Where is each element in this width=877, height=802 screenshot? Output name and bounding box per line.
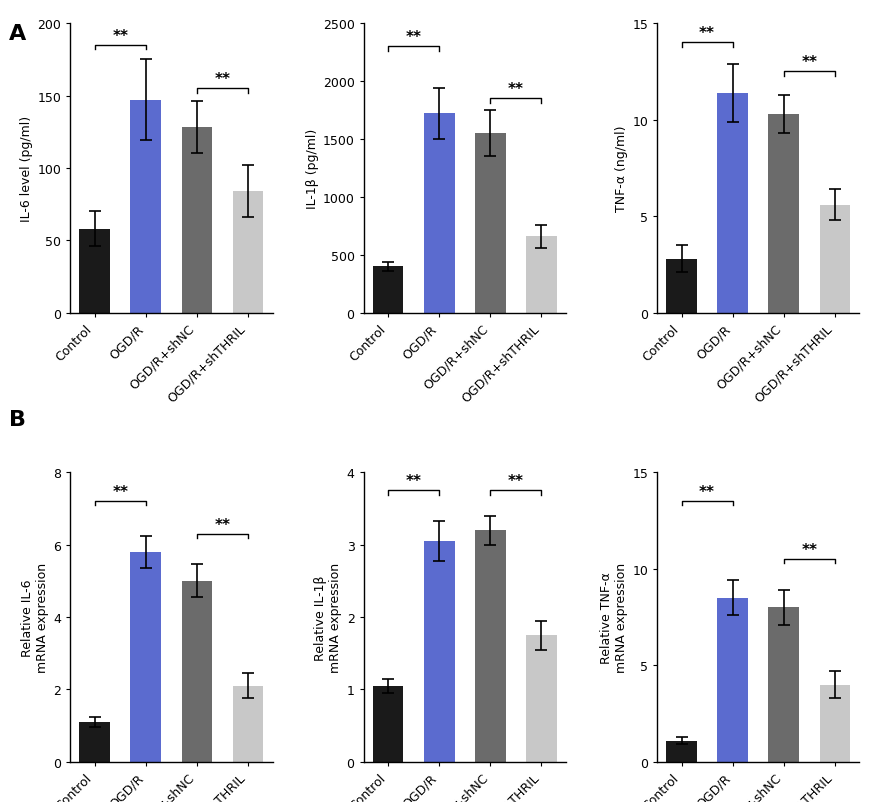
Bar xyxy=(526,635,557,762)
Bar xyxy=(475,134,506,314)
Bar xyxy=(820,685,851,762)
Bar xyxy=(768,115,799,314)
Y-axis label: Relative TNF-α
mRNA expression: Relative TNF-α mRNA expression xyxy=(600,562,628,672)
Text: **: ** xyxy=(406,473,422,488)
Bar xyxy=(768,608,799,762)
Bar xyxy=(232,192,263,314)
Text: **: ** xyxy=(699,484,715,500)
Bar xyxy=(820,205,851,314)
Bar xyxy=(182,128,212,314)
Bar xyxy=(526,237,557,314)
Y-axis label: Relative IL-6
mRNA expression: Relative IL-6 mRNA expression xyxy=(21,562,49,672)
Bar xyxy=(79,229,110,314)
Bar xyxy=(667,741,697,762)
Text: **: ** xyxy=(802,55,817,70)
Bar xyxy=(717,598,748,762)
Bar xyxy=(131,552,161,762)
Bar xyxy=(232,686,263,762)
Y-axis label: IL-1β (pg/ml): IL-1β (pg/ml) xyxy=(305,128,318,209)
Text: **: ** xyxy=(508,473,524,488)
Y-axis label: IL-6 level (pg/ml): IL-6 level (pg/ml) xyxy=(20,115,33,221)
Bar xyxy=(424,115,454,314)
Text: B: B xyxy=(9,409,25,429)
Text: **: ** xyxy=(112,29,128,43)
Text: **: ** xyxy=(699,26,715,41)
Bar xyxy=(475,530,506,762)
Text: **: ** xyxy=(215,72,231,87)
Bar xyxy=(79,722,110,762)
Text: **: ** xyxy=(802,542,817,557)
Bar xyxy=(373,267,403,314)
Text: **: ** xyxy=(112,484,128,500)
Text: A: A xyxy=(9,24,26,44)
Text: **: ** xyxy=(215,516,231,532)
Y-axis label: TNF-α (ng/ml): TNF-α (ng/ml) xyxy=(615,126,628,212)
Bar xyxy=(667,259,697,314)
Bar xyxy=(373,686,403,762)
Bar xyxy=(717,94,748,314)
Bar xyxy=(131,101,161,314)
Y-axis label: Relative IL-1β
mRNA expression: Relative IL-1β mRNA expression xyxy=(315,562,342,672)
Text: **: ** xyxy=(508,82,524,97)
Bar xyxy=(182,581,212,762)
Bar xyxy=(424,541,454,762)
Text: **: ** xyxy=(406,30,422,45)
